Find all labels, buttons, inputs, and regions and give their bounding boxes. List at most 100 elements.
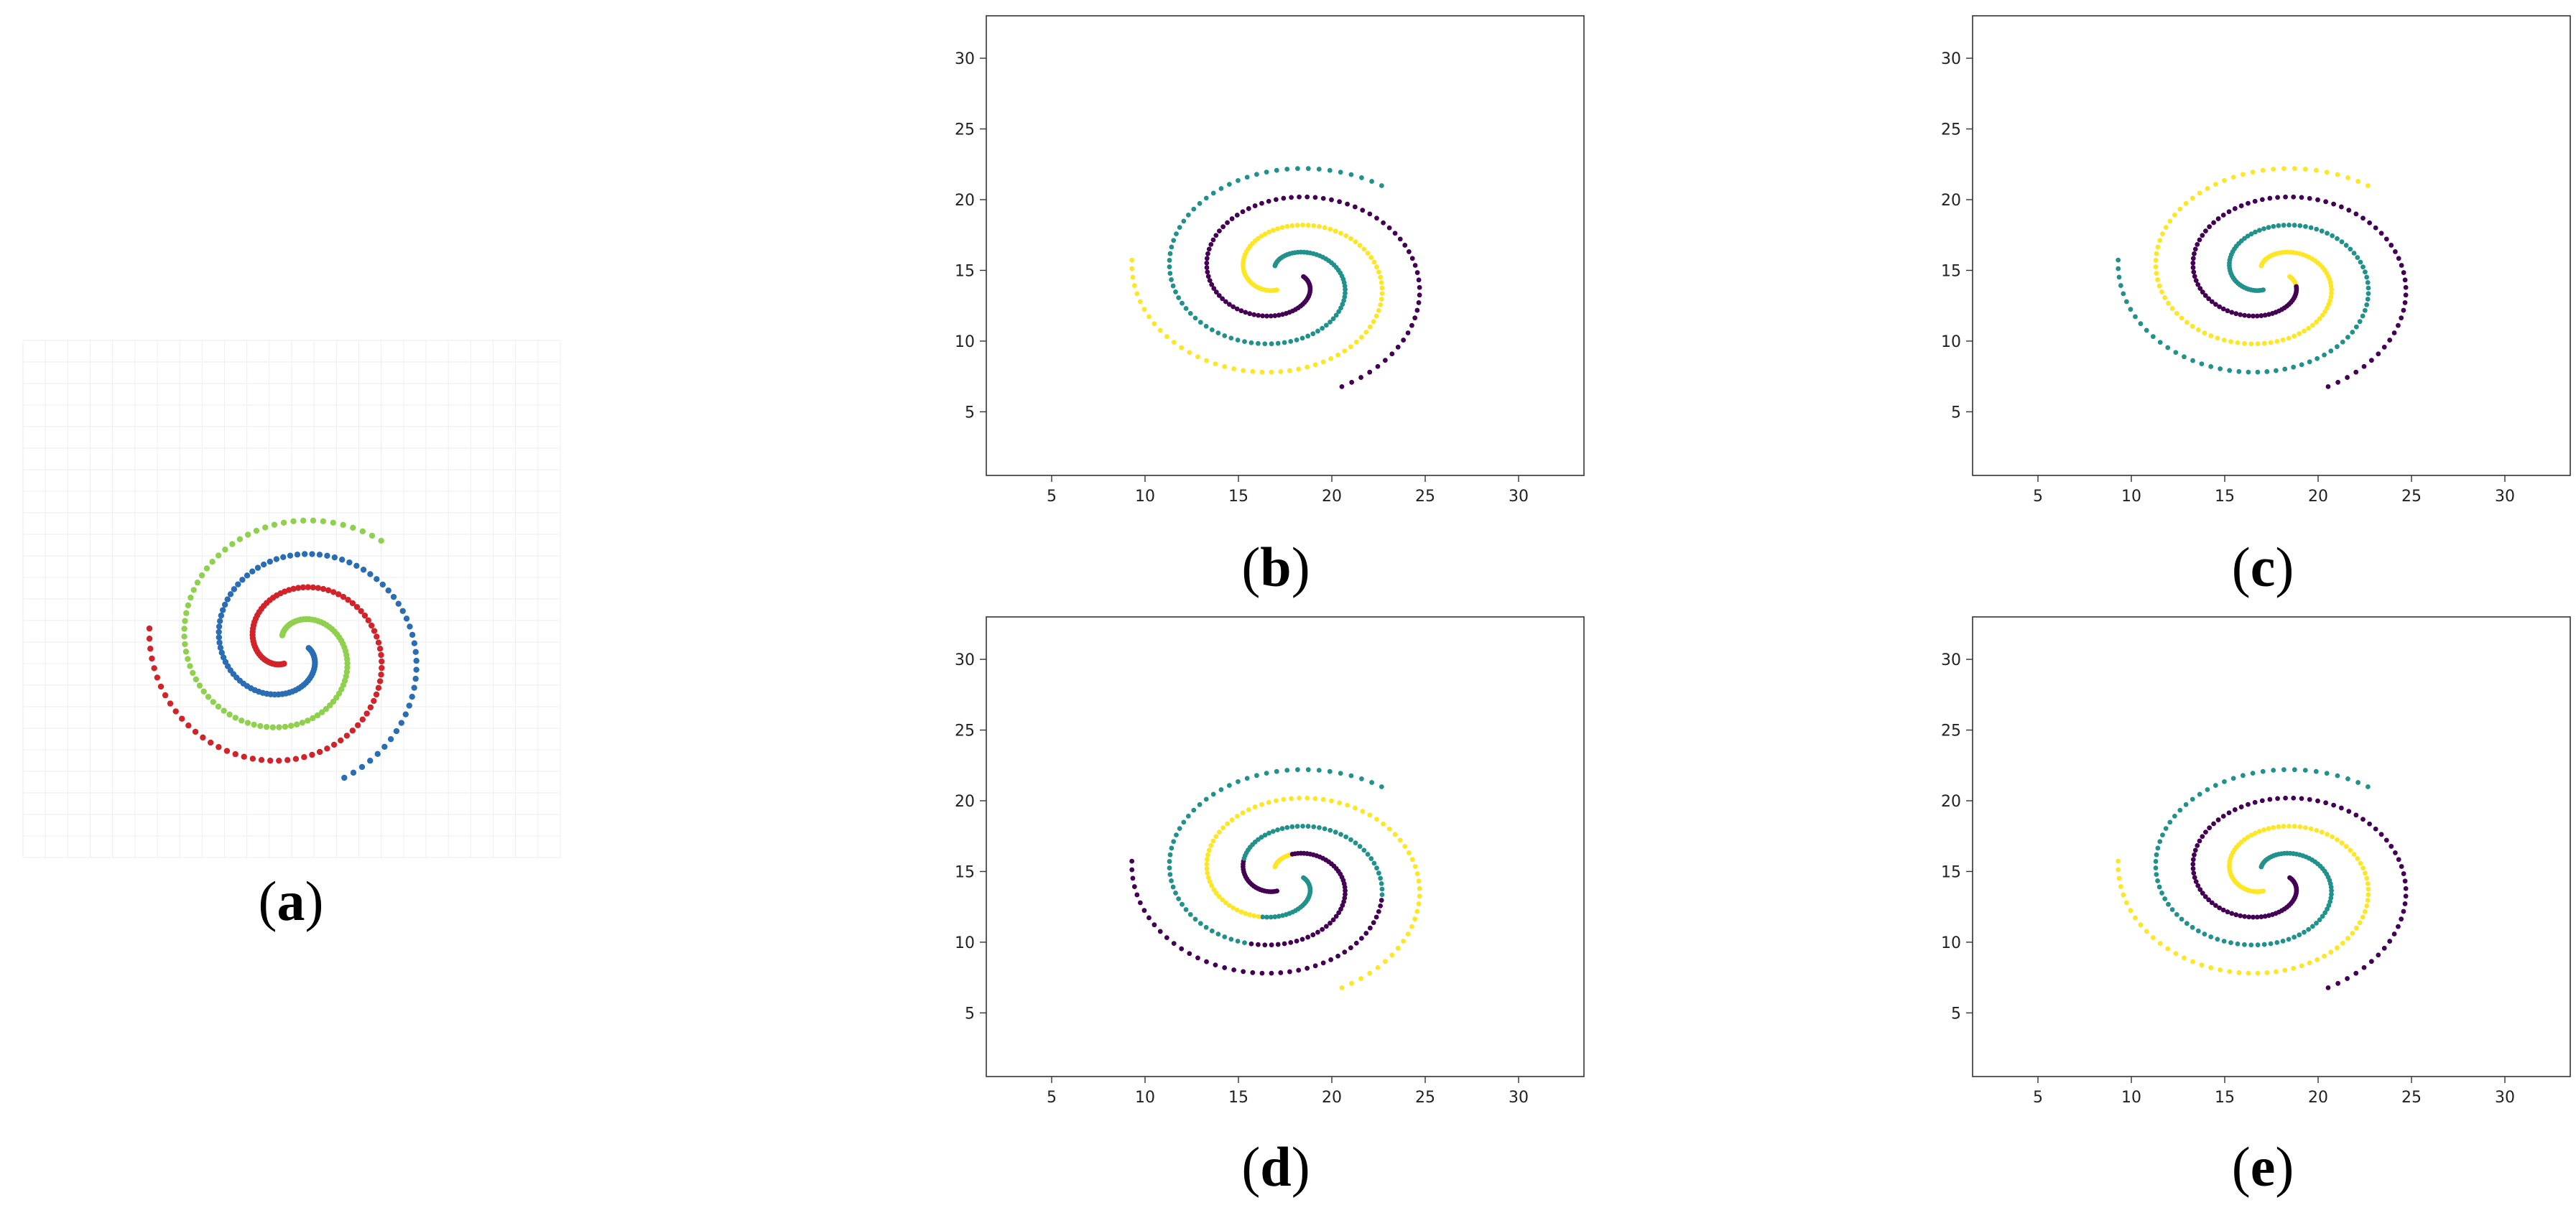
point-A	[1171, 340, 1177, 345]
point-A	[200, 734, 206, 741]
x-tick-label: 30	[1509, 488, 1529, 506]
point-A	[1378, 875, 1384, 881]
point-B	[1360, 208, 1366, 213]
point-B	[1397, 236, 1403, 242]
point-C	[2314, 921, 2319, 926]
point-A	[1141, 307, 1147, 312]
point-C	[2261, 942, 2267, 947]
point-C	[2228, 940, 2233, 946]
y-tick-label: 5	[965, 404, 975, 422]
point-B	[2225, 909, 2230, 915]
point-A	[2319, 829, 2325, 835]
point-B	[1358, 375, 1363, 380]
point-C	[1336, 309, 1342, 315]
point-B	[1312, 796, 1318, 801]
point-A	[2364, 302, 2370, 307]
x-tick-label: 25	[2401, 488, 2422, 506]
point-A	[2173, 951, 2179, 957]
point-A	[1343, 834, 1349, 840]
point-C	[1323, 924, 1329, 929]
point-A	[1379, 898, 1384, 903]
point-B	[2402, 277, 2408, 283]
point-A	[1164, 334, 1169, 339]
point-C	[1210, 791, 1216, 797]
y-tick-label: 5	[1951, 404, 1961, 422]
point-A	[2116, 875, 2122, 881]
point-B	[2331, 201, 2337, 207]
point-C	[269, 724, 277, 730]
point-A	[2116, 266, 2121, 271]
y-tick-label: 25	[955, 722, 975, 740]
point-C	[1305, 934, 1311, 940]
point-A	[1284, 223, 1290, 229]
chart-b: 5 10 15 20 25 30 5 10 15 20 25 30	[955, 15, 1585, 506]
point-B	[2232, 206, 2238, 211]
point-B	[244, 572, 251, 579]
point-A	[1130, 274, 1136, 280]
point-C	[1203, 323, 1209, 329]
point-B	[2242, 312, 2248, 318]
point-C	[2260, 768, 2266, 774]
point-A	[2199, 361, 2205, 367]
point-A	[1338, 832, 1343, 837]
point-B	[1229, 817, 1235, 822]
point-C	[1185, 813, 1191, 819]
point-A	[1322, 225, 1328, 231]
point-B	[1416, 300, 1422, 305]
point-B	[2217, 304, 2223, 310]
point-B	[2252, 799, 2258, 805]
point-C	[1343, 287, 1348, 292]
point-A	[367, 704, 374, 711]
point-B	[2383, 837, 2389, 843]
point-A	[2190, 959, 2195, 965]
point-C	[1226, 783, 1232, 789]
point-B	[216, 623, 223, 630]
point-A	[162, 692, 169, 699]
point-A	[2315, 957, 2320, 962]
point-A	[353, 603, 361, 610]
point-B	[2195, 842, 2200, 848]
point-B	[1382, 959, 1388, 965]
point-B	[2367, 821, 2373, 827]
point-A	[2133, 915, 2138, 921]
point-A	[2345, 335, 2350, 340]
point-B	[2254, 914, 2260, 920]
point-A	[1204, 358, 1209, 363]
point-A	[1146, 915, 1152, 921]
point-A	[1195, 354, 1200, 360]
point-A	[223, 748, 231, 754]
point-B	[2195, 241, 2200, 247]
point-B	[1417, 292, 1422, 298]
point-C	[1310, 331, 1316, 337]
point-C	[1315, 328, 1320, 334]
point-C	[2320, 312, 2325, 318]
point-A	[378, 651, 384, 659]
point-C	[1305, 166, 1311, 172]
point-B	[1206, 847, 1212, 853]
point-A	[1357, 243, 1363, 248]
point-A	[1279, 225, 1285, 231]
point-C	[229, 541, 236, 547]
point-A	[2128, 307, 2133, 312]
point-A	[2245, 835, 2251, 840]
point-B	[2254, 313, 2260, 319]
caption-d-letter: d	[1260, 1135, 1292, 1198]
point-C	[2197, 791, 2202, 797]
point-C	[1167, 251, 1173, 256]
point-C	[2153, 264, 2159, 269]
point-C	[1228, 335, 1234, 341]
point-A	[2123, 299, 2129, 305]
point-B	[2396, 924, 2401, 929]
point-C	[209, 558, 216, 565]
point-A	[2308, 225, 2314, 231]
point-C	[2280, 938, 2286, 944]
point-C	[318, 709, 325, 716]
point-C	[2155, 244, 2161, 250]
point-C	[2242, 340, 2247, 346]
point-C	[1282, 941, 1287, 947]
point-B	[1234, 306, 1240, 312]
point-C	[2240, 172, 2246, 177]
point-A	[2314, 827, 2320, 833]
point-B	[2190, 256, 2196, 261]
point-A	[1294, 824, 1300, 829]
